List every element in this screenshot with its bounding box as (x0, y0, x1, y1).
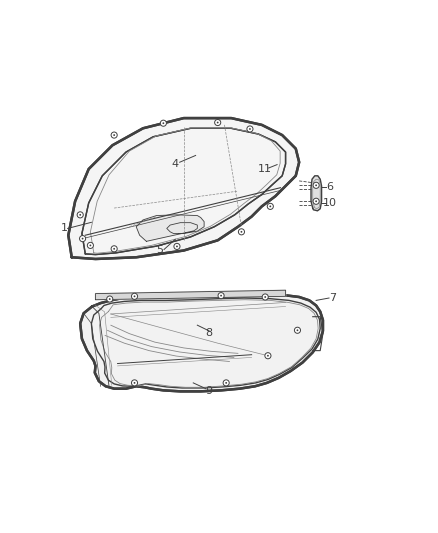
Circle shape (264, 296, 266, 298)
Circle shape (134, 295, 135, 297)
Circle shape (134, 382, 135, 384)
Circle shape (223, 380, 229, 386)
Circle shape (315, 200, 317, 202)
Text: 11: 11 (258, 164, 272, 174)
Circle shape (111, 246, 117, 252)
Text: 1: 1 (61, 223, 68, 233)
Polygon shape (136, 215, 204, 241)
Circle shape (160, 120, 166, 126)
Text: 9: 9 (205, 386, 213, 395)
Polygon shape (80, 295, 323, 391)
Circle shape (247, 126, 253, 132)
Circle shape (217, 122, 219, 124)
Circle shape (81, 238, 84, 239)
Circle shape (113, 134, 115, 136)
Circle shape (113, 248, 115, 250)
Circle shape (215, 119, 221, 126)
Text: 10: 10 (323, 198, 337, 208)
Text: 5: 5 (156, 246, 163, 255)
Circle shape (176, 246, 178, 247)
Text: 6: 6 (326, 182, 333, 192)
Circle shape (240, 231, 242, 233)
Circle shape (162, 122, 164, 124)
Circle shape (89, 245, 91, 246)
Circle shape (267, 203, 273, 209)
Circle shape (77, 212, 83, 218)
Circle shape (225, 382, 227, 384)
Circle shape (80, 236, 86, 241)
Circle shape (313, 198, 319, 204)
Polygon shape (68, 118, 299, 259)
Circle shape (218, 293, 224, 298)
Circle shape (294, 327, 300, 333)
Circle shape (262, 294, 268, 300)
Circle shape (313, 182, 319, 188)
Circle shape (87, 243, 93, 248)
Circle shape (269, 205, 271, 207)
Circle shape (265, 353, 271, 359)
Polygon shape (95, 290, 286, 300)
Circle shape (315, 184, 317, 186)
Circle shape (109, 298, 111, 300)
Circle shape (297, 329, 298, 331)
Circle shape (131, 293, 138, 300)
Circle shape (220, 295, 222, 296)
Circle shape (79, 214, 81, 216)
Text: 8: 8 (205, 328, 213, 338)
Circle shape (111, 132, 117, 138)
Circle shape (107, 296, 113, 302)
Circle shape (249, 128, 251, 130)
Text: 7: 7 (329, 293, 337, 303)
Circle shape (174, 244, 180, 249)
Circle shape (131, 380, 138, 386)
Circle shape (267, 355, 269, 357)
Polygon shape (311, 176, 321, 211)
Text: 4: 4 (172, 159, 179, 169)
Circle shape (238, 229, 244, 235)
